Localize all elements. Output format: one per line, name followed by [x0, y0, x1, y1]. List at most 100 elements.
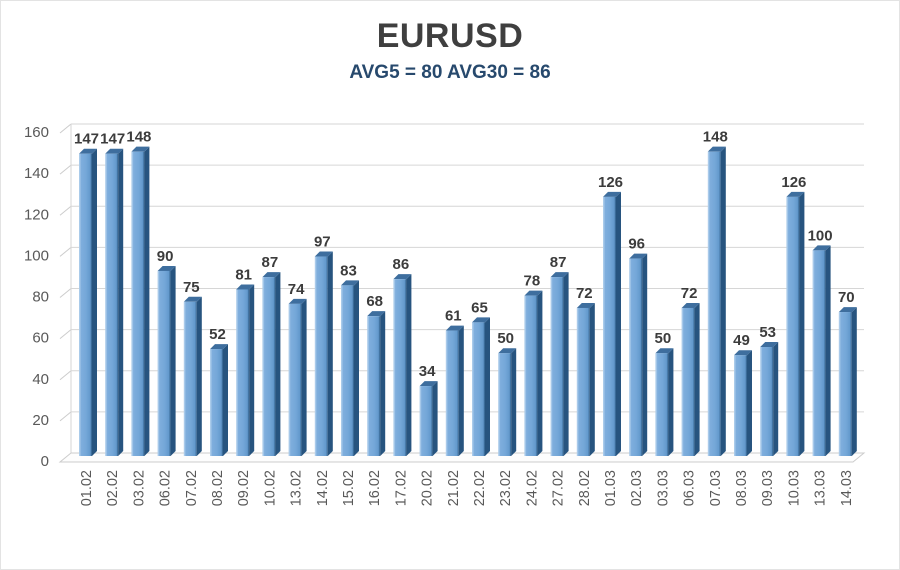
bar-side-face — [249, 284, 255, 456]
bar-value-label: 147 — [74, 131, 99, 148]
bar-value-label: 148 — [703, 129, 728, 146]
bar-top-face — [210, 344, 228, 350]
bar-side-face — [170, 265, 176, 456]
bar-top-face — [576, 302, 595, 308]
bar-value-label: 65 — [471, 299, 488, 316]
bar-value-label: 96 — [628, 236, 645, 253]
bar — [681, 307, 695, 456]
bar — [183, 301, 197, 456]
bar-value-label: 126 — [781, 174, 806, 191]
bar-side-face — [301, 298, 307, 456]
bar-top-face — [236, 284, 255, 290]
bar-group: 81 09.02 — [235, 266, 255, 506]
bar — [367, 316, 381, 456]
bar-value-label: 78 — [524, 273, 541, 290]
bar-top-face — [498, 348, 517, 354]
bar — [314, 256, 328, 456]
bar-group: 148 03.02 — [126, 129, 151, 507]
bar-side-face — [458, 325, 464, 456]
bar-group: 50 03.03 — [655, 330, 674, 506]
x-axis-tick-label: 08.02 — [210, 470, 226, 506]
bar — [393, 279, 407, 456]
bar-top-face — [838, 307, 857, 313]
bar-group: 100 13.03 — [808, 227, 833, 506]
bar — [445, 330, 459, 456]
bar-top-face — [393, 274, 412, 280]
x-axis-tick-label: 10.03 — [786, 470, 802, 506]
y-axis-tick-label: 40 — [32, 371, 49, 388]
bar-group: 70 14.03 — [838, 289, 857, 506]
bar-top-face — [262, 272, 281, 278]
x-axis-tick-label: 21.02 — [446, 470, 462, 506]
bar — [734, 355, 747, 456]
bar-top-face — [707, 146, 726, 152]
x-axis-tick-label: 01.02 — [79, 470, 95, 506]
bar-side-face — [118, 148, 124, 456]
y-axis-tick-label: 0 — [41, 453, 49, 470]
bar-side-face — [563, 272, 569, 456]
bar-side-face — [275, 272, 281, 456]
wall-slant — [59, 164, 72, 175]
bar-side-face — [537, 290, 543, 456]
bar-group: 86 17.02 — [393, 256, 412, 506]
wall-slant — [59, 205, 72, 216]
x-axis-tick-label: 14.02 — [315, 470, 331, 506]
bar-side-face — [485, 317, 490, 456]
bar-group: 65 22.02 — [471, 299, 490, 506]
bar-side-face — [694, 302, 700, 456]
x-axis-tick-label: 15.02 — [341, 470, 357, 506]
x-axis-tick-label: 02.03 — [629, 470, 645, 506]
bar-top-face — [472, 317, 490, 323]
bar-top-face — [157, 265, 176, 271]
bar-top-face — [105, 148, 124, 154]
bar — [210, 349, 223, 456]
bar — [838, 312, 852, 456]
bar-value-label: 34 — [419, 363, 436, 380]
bar — [498, 353, 512, 456]
wall-slant — [59, 246, 72, 257]
bar — [341, 285, 354, 456]
bar-side-face — [92, 148, 97, 456]
bar-value-label: 53 — [759, 324, 776, 341]
wall-slant — [59, 329, 72, 340]
bar-top-face — [131, 146, 150, 152]
x-axis-tick-label: 01.03 — [603, 470, 619, 506]
bar-top-face — [812, 245, 831, 251]
x-axis-tick-label: 22.02 — [472, 470, 488, 506]
y-axis-tick-label: 80 — [32, 289, 49, 306]
bar-value-label: 147 — [100, 131, 125, 148]
bar-side-face — [825, 245, 831, 456]
bar — [629, 258, 643, 456]
x-axis-tick-label: 16.02 — [367, 470, 383, 506]
bar-side-face — [196, 296, 202, 456]
bar-value-label: 100 — [808, 227, 833, 244]
bar — [812, 250, 826, 456]
bar-top-face — [524, 290, 543, 296]
bar-value-label: 68 — [366, 293, 383, 310]
bar-top-face — [786, 191, 805, 197]
x-axis-tick-label: 06.02 — [158, 470, 174, 506]
x-axis-tick-label: 09.02 — [236, 470, 252, 506]
bar-value-label: 52 — [209, 326, 226, 343]
bar — [419, 386, 433, 456]
bar — [655, 353, 669, 456]
bar-value-label: 87 — [262, 254, 279, 271]
bar — [603, 196, 616, 456]
bar-side-face — [144, 146, 150, 457]
bar-side-face — [589, 302, 595, 456]
bar-value-label: 87 — [550, 254, 567, 271]
bar-top-face — [550, 272, 569, 278]
wall-slant — [59, 370, 72, 381]
bar-top-face — [734, 350, 752, 356]
bar — [157, 270, 171, 456]
bar-value-label: 72 — [576, 285, 593, 302]
x-axis-tick-label: 10.02 — [262, 470, 278, 506]
y-axis-tick-label: 100 — [24, 247, 49, 264]
bar-top-face — [419, 381, 438, 387]
x-axis-tick-label: 24.02 — [524, 470, 540, 506]
x-axis-tick-label: 03.03 — [655, 470, 671, 506]
bar-top-face — [288, 298, 307, 304]
bar-value-label: 50 — [497, 330, 514, 347]
bar-group: 61 21.02 — [445, 308, 464, 506]
